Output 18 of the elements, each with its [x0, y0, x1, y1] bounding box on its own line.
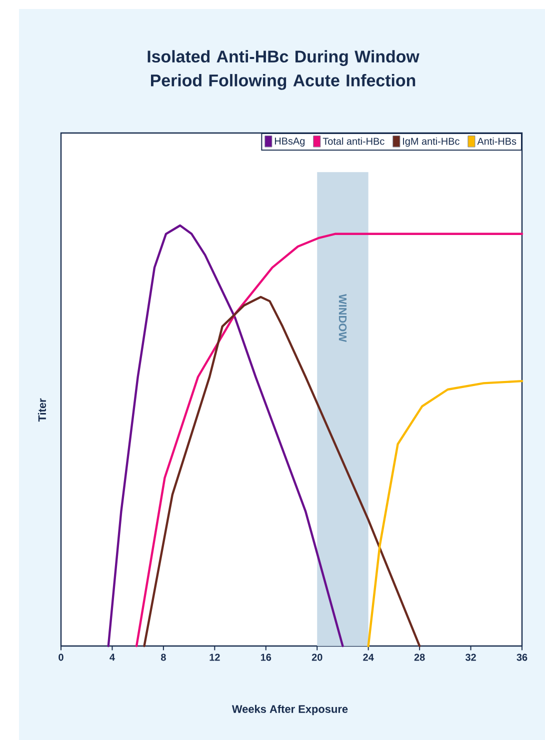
- chart-title: Isolated Anti-HBc During Window Period Following Acute Infection: [148, 50, 420, 90]
- x-tick-label: 8: [160, 654, 166, 661]
- x-tick-label: 28: [414, 654, 425, 661]
- x-tick-label: 20: [312, 654, 322, 661]
- legend-label: HBsAg: [274, 138, 305, 147]
- band-label: WINDOW: [338, 294, 347, 342]
- x-tick-label: 4: [110, 654, 115, 661]
- x-tick-label: 36: [516, 654, 528, 661]
- x-tick-label: 12: [210, 654, 220, 661]
- y-axis-title: Titer: [38, 398, 46, 422]
- x-tick-label: 0: [58, 654, 64, 661]
- legend-label: Total anti-HBc: [322, 137, 384, 145]
- x-tick-label: 24: [363, 654, 374, 661]
- x-tick-label: 32: [465, 654, 476, 661]
- x-tick-label: 16: [260, 654, 272, 661]
- legend-label: IgM anti-HBc: [403, 137, 460, 147]
- legend-label: Anti-HBs: [477, 137, 516, 145]
- x-axis-title: Weeks After Exposure: [232, 704, 348, 716]
